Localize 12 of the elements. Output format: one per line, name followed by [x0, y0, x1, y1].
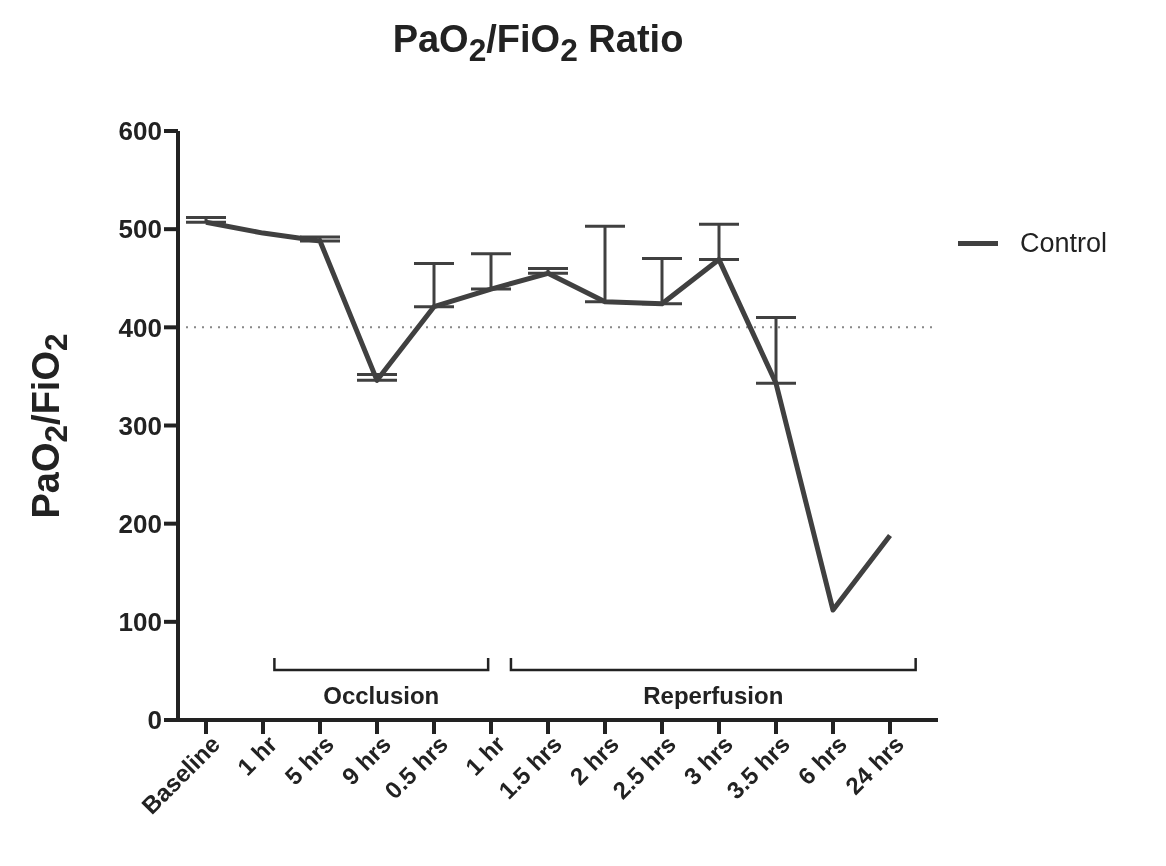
x-tick-label: 1 hr	[459, 730, 511, 781]
y-tick-label: 0	[147, 705, 162, 736]
legend-label: Control	[1020, 228, 1108, 259]
annotation: Occlusion	[323, 681, 440, 709]
y-tick-label: 400	[118, 312, 162, 343]
chart-title: PaO$_{2}$/FiO$_{2}$ Ratio	[391, 18, 685, 69]
y-tick-label: 100	[118, 607, 162, 638]
annotation: Reperfusion	[643, 681, 784, 709]
y-tick-label: 300	[118, 410, 162, 441]
y-tick-label: 200	[118, 508, 162, 539]
y-tick-label: 500	[118, 214, 162, 245]
y-tick-label: 600	[118, 116, 162, 147]
